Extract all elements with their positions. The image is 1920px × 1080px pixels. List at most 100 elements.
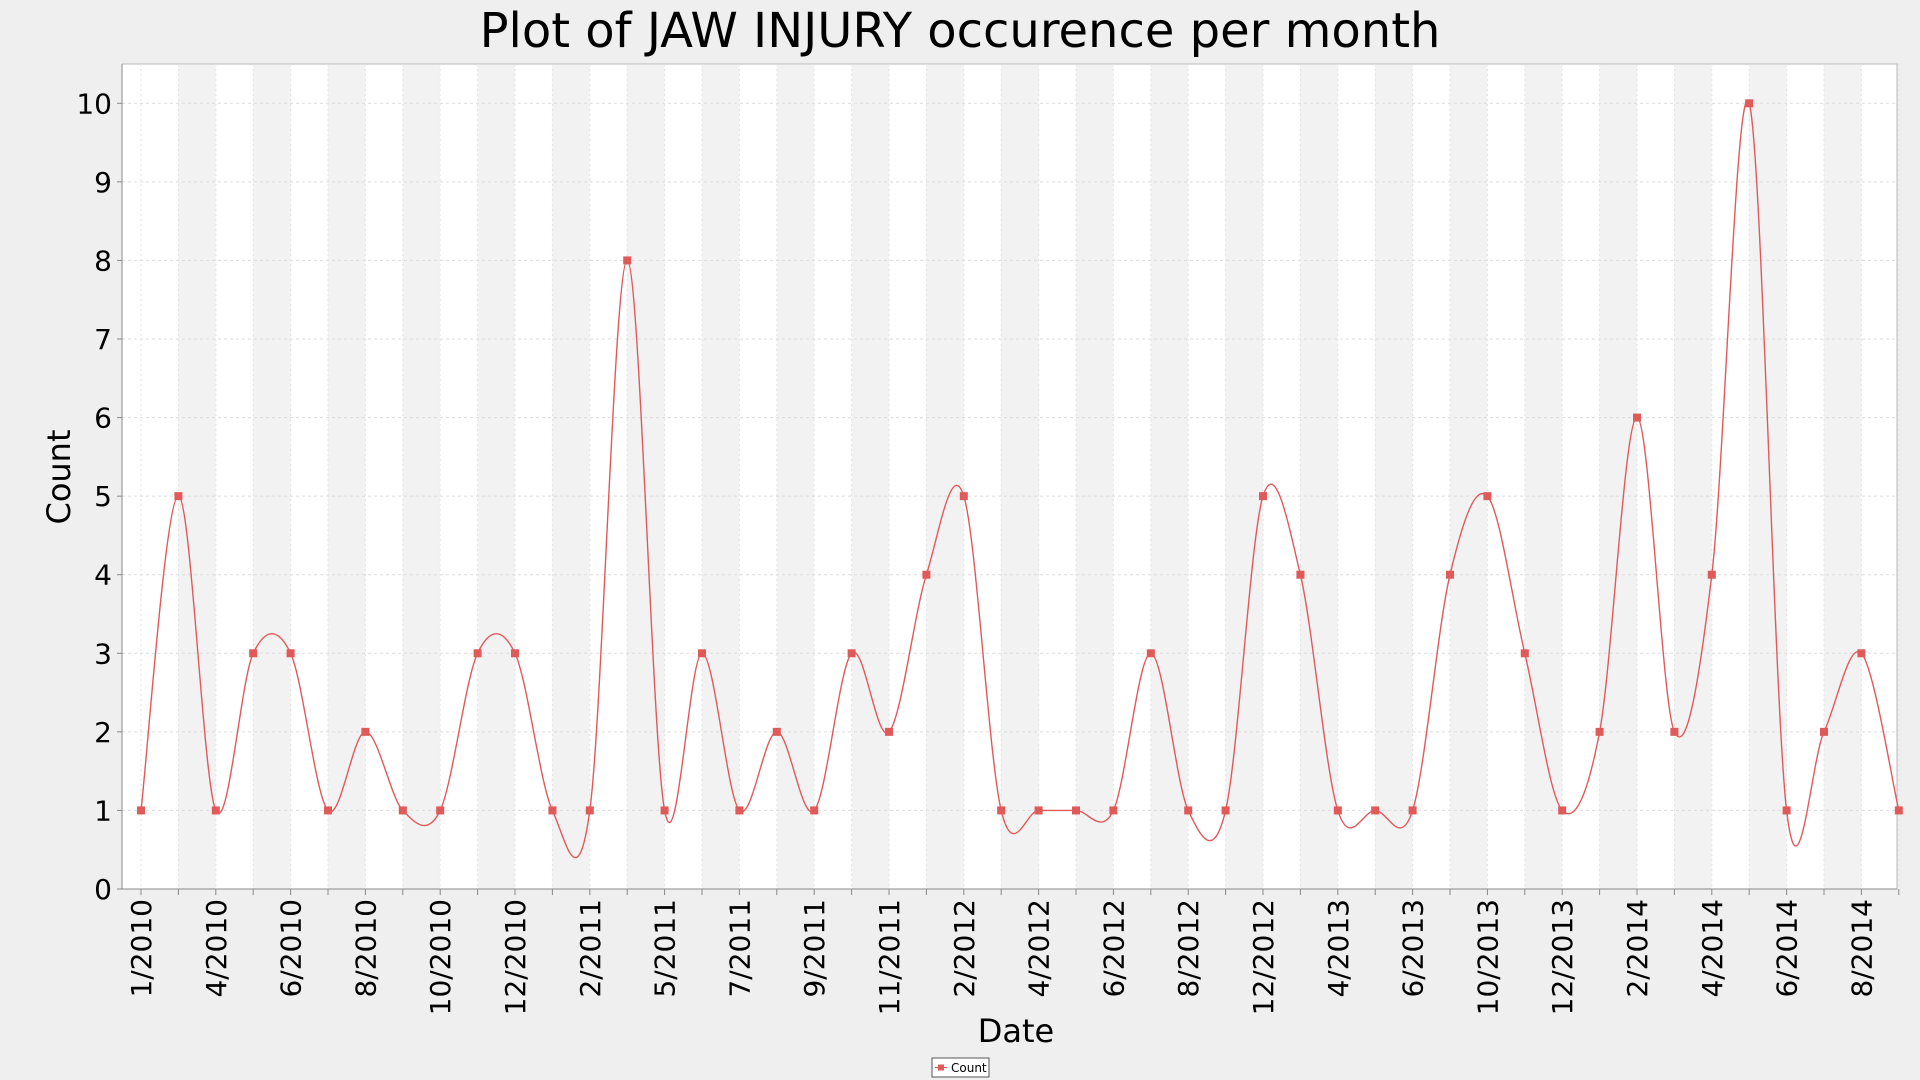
data-point <box>511 649 519 658</box>
plot-band <box>327 65 366 889</box>
plot-band <box>1674 65 1712 889</box>
data-point <box>1483 492 1492 501</box>
plot-band <box>552 65 590 889</box>
plot-band <box>701 65 740 889</box>
data-point <box>1520 649 1529 658</box>
data-point <box>473 649 482 658</box>
y-axis-ticks: 0 1 2 3 4 5 6 7 8 9 10 <box>76 87 122 906</box>
series-layer <box>137 99 1903 859</box>
x-tick-label: 2/2012 <box>948 899 981 998</box>
x-tick-label: 12/2012 <box>1247 899 1280 1015</box>
legend-label: Count <box>951 1061 987 1075</box>
plot-band <box>627 65 665 889</box>
data-point <box>1408 806 1417 815</box>
plot-band <box>1001 65 1039 889</box>
y-tick-label: 7 <box>94 323 112 356</box>
legend-marker <box>938 1064 944 1071</box>
y-tick-label: 1 <box>94 794 112 827</box>
x-tick-label: 12/2013 <box>1546 899 1579 1015</box>
x-tick-label: 10/2013 <box>1471 899 1504 1015</box>
data-point <box>1670 727 1679 736</box>
x-tick-label: 6/2013 <box>1397 899 1430 998</box>
x-tick-label: 9/2011 <box>798 899 831 998</box>
x-axis-label: Date <box>978 1012 1054 1050</box>
x-tick-label: 2/2011 <box>574 899 607 998</box>
data-point <box>772 727 781 736</box>
plot-band <box>851 65 889 889</box>
data-point <box>249 649 258 658</box>
x-tick-label: 10/2010 <box>424 899 457 1015</box>
data-point <box>1371 806 1380 815</box>
data-point <box>959 492 968 501</box>
y-tick-label: 3 <box>94 637 112 670</box>
data-point <box>1259 492 1267 501</box>
data-point <box>1333 806 1342 815</box>
data-point <box>1296 570 1305 579</box>
data-point <box>137 806 145 815</box>
data-point <box>174 492 183 501</box>
data-point <box>286 649 295 658</box>
y-tick-label: 0 <box>94 873 112 906</box>
plot-band <box>477 65 515 889</box>
plot-band <box>253 65 291 889</box>
plot-band <box>402 65 441 889</box>
plot-band <box>1449 65 1488 889</box>
data-point <box>1894 806 1903 815</box>
x-tick-label: 6/2012 <box>1097 899 1130 998</box>
x-tick-label: 11/2011 <box>873 899 906 1015</box>
data-point <box>361 727 370 736</box>
data-point <box>398 806 407 815</box>
x-tick-label: 4/2013 <box>1322 899 1355 998</box>
plot-band <box>1300 65 1338 889</box>
data-point <box>660 806 669 815</box>
y-tick-label: 9 <box>94 166 112 199</box>
x-tick-label: 2/2014 <box>1621 899 1654 998</box>
axes <box>121 64 1897 890</box>
plot-band <box>1823 65 1862 889</box>
data-point <box>1745 99 1754 108</box>
data-point <box>885 727 893 736</box>
y-tick-label: 6 <box>94 402 112 435</box>
x-tick-label: 8/2010 <box>349 899 382 998</box>
y-tick-label: 5 <box>94 480 112 513</box>
x-tick-label: 7/2011 <box>723 899 756 998</box>
data-point <box>1707 570 1716 579</box>
y-tick-label: 10 <box>76 87 112 120</box>
plot-band <box>1524 65 1563 889</box>
y-tick-label: 8 <box>94 244 112 277</box>
plot-band <box>1075 65 1114 889</box>
plot-band <box>1225 65 1263 889</box>
data-point <box>1857 649 1866 658</box>
y-tick-label: 2 <box>94 716 112 749</box>
data-point <box>810 806 819 815</box>
data-point <box>1782 806 1791 815</box>
x-tick-label: 12/2010 <box>499 899 532 1015</box>
y-tick-label: 4 <box>94 559 112 592</box>
plot-band <box>1150 65 1189 889</box>
data-point <box>211 806 220 815</box>
x-axis-ticks: 1/2010 4/2010 6/2010 8/2010 10/2010 12/2010 2/… <box>125 889 1900 1015</box>
plot-band <box>926 65 964 889</box>
data-point <box>698 649 706 658</box>
data-point <box>1109 806 1118 815</box>
x-tick-label: 1/2010 <box>125 899 158 998</box>
x-tick-label: 8/2012 <box>1172 899 1205 998</box>
x-tick-label: 8/2014 <box>1845 899 1878 998</box>
data-point <box>735 806 744 815</box>
y-axis-label: Count <box>40 429 78 524</box>
alternating-bands <box>178 65 1862 889</box>
data-point <box>548 806 557 815</box>
plot-band <box>776 65 815 889</box>
data-point <box>1146 649 1155 658</box>
data-point <box>324 806 332 815</box>
legend-box <box>931 1057 990 1078</box>
plot-band <box>1599 65 1637 889</box>
x-tick-label: 6/2014 <box>1771 899 1804 998</box>
x-tick-label: 4/2010 <box>200 899 233 998</box>
data-point <box>1633 413 1641 422</box>
series-line-count <box>140 99 1900 859</box>
data-point <box>1558 806 1567 815</box>
data-point <box>1034 806 1043 815</box>
data-point <box>922 570 931 579</box>
